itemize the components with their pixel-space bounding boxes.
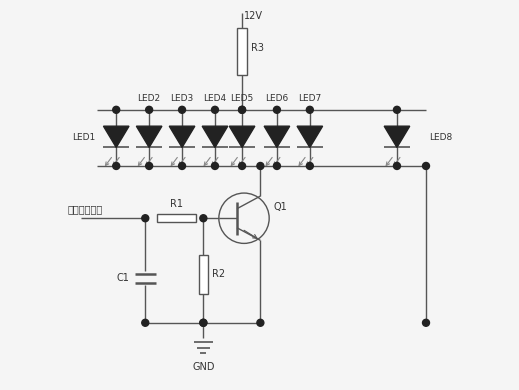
- Circle shape: [422, 163, 430, 169]
- Circle shape: [146, 106, 153, 113]
- Circle shape: [142, 215, 149, 222]
- Text: LED1: LED1: [72, 133, 95, 142]
- Text: LED6: LED6: [265, 94, 289, 103]
- Text: R3: R3: [251, 43, 264, 53]
- Circle shape: [274, 106, 280, 113]
- Circle shape: [179, 163, 185, 169]
- Circle shape: [239, 106, 245, 113]
- Text: 12V: 12V: [244, 11, 263, 21]
- Circle shape: [306, 106, 313, 113]
- Circle shape: [211, 163, 218, 169]
- Circle shape: [306, 163, 313, 169]
- Circle shape: [393, 106, 401, 113]
- Circle shape: [200, 215, 207, 222]
- Polygon shape: [169, 126, 195, 147]
- Circle shape: [239, 163, 245, 169]
- Text: LED5: LED5: [230, 94, 254, 103]
- Circle shape: [422, 319, 430, 326]
- Polygon shape: [229, 126, 255, 147]
- Polygon shape: [202, 126, 228, 147]
- Circle shape: [200, 319, 207, 326]
- Text: C1: C1: [117, 273, 130, 283]
- Circle shape: [239, 106, 245, 113]
- Polygon shape: [103, 126, 129, 147]
- Text: LED8: LED8: [429, 133, 453, 142]
- Text: LED2: LED2: [138, 94, 161, 103]
- Circle shape: [200, 319, 207, 326]
- Text: LED7: LED7: [298, 94, 321, 103]
- Text: LED3: LED3: [170, 94, 194, 103]
- Text: Q1: Q1: [273, 202, 287, 212]
- Text: R1: R1: [170, 199, 183, 209]
- Circle shape: [257, 319, 264, 326]
- Circle shape: [274, 163, 280, 169]
- Text: GND: GND: [192, 362, 214, 372]
- Polygon shape: [297, 126, 323, 147]
- Circle shape: [142, 319, 149, 326]
- Circle shape: [113, 106, 120, 113]
- Text: LED4: LED4: [203, 94, 226, 103]
- Polygon shape: [136, 126, 162, 147]
- Circle shape: [393, 163, 401, 169]
- Text: 接车身控制器: 接车身控制器: [68, 204, 103, 215]
- Text: R2: R2: [212, 269, 225, 279]
- Circle shape: [179, 106, 185, 113]
- Polygon shape: [264, 126, 290, 147]
- Circle shape: [113, 163, 120, 169]
- Polygon shape: [384, 126, 409, 147]
- Circle shape: [146, 163, 153, 169]
- Bar: [237, 28, 247, 75]
- Bar: [198, 255, 208, 294]
- Bar: [157, 214, 196, 222]
- Circle shape: [257, 163, 264, 169]
- Circle shape: [211, 106, 218, 113]
